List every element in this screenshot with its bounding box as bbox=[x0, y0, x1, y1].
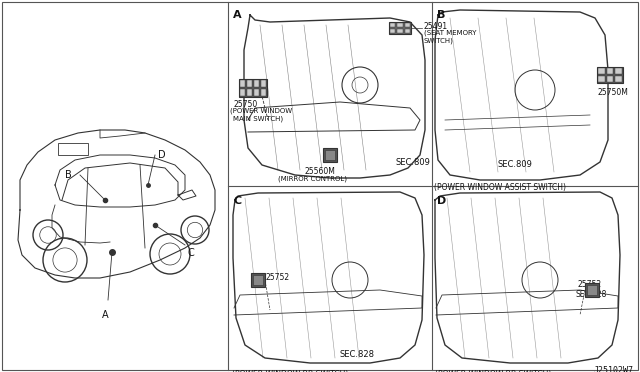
Bar bbox=[598, 68, 605, 74]
Text: 25752: 25752 bbox=[265, 273, 289, 282]
Text: J25102W7: J25102W7 bbox=[594, 366, 634, 372]
Bar bbox=[587, 285, 597, 295]
Text: D: D bbox=[437, 196, 446, 206]
Text: SEC.828: SEC.828 bbox=[340, 350, 375, 359]
Text: C: C bbox=[233, 196, 241, 206]
Bar bbox=[251, 273, 265, 287]
Text: B: B bbox=[437, 10, 445, 20]
Text: (POWER WINDOW: (POWER WINDOW bbox=[230, 108, 292, 115]
Bar bbox=[261, 89, 266, 96]
Bar bbox=[404, 23, 410, 27]
Text: (MIRROR CONTROL): (MIRROR CONTROL) bbox=[278, 175, 346, 182]
Bar bbox=[254, 89, 259, 96]
Text: (POWER WINDOW RR SWITCH): (POWER WINDOW RR SWITCH) bbox=[232, 370, 348, 372]
Bar bbox=[404, 29, 410, 33]
Text: SWITCH): SWITCH) bbox=[424, 38, 454, 45]
Text: 25752: 25752 bbox=[578, 280, 602, 289]
Bar bbox=[239, 79, 267, 97]
Bar bbox=[253, 275, 263, 285]
Bar bbox=[397, 29, 403, 33]
Bar bbox=[585, 283, 599, 297]
Bar bbox=[58, 143, 88, 155]
Bar bbox=[607, 68, 613, 74]
Text: B: B bbox=[65, 170, 72, 180]
Bar bbox=[247, 89, 252, 96]
Bar bbox=[597, 67, 623, 83]
Bar bbox=[607, 76, 613, 82]
Text: A: A bbox=[233, 10, 242, 20]
Bar bbox=[390, 29, 396, 33]
Text: SEC.809: SEC.809 bbox=[395, 158, 430, 167]
Text: (POWER WINDOW ASSIST SWITCH): (POWER WINDOW ASSIST SWITCH) bbox=[434, 183, 566, 192]
Bar bbox=[240, 89, 245, 96]
Text: 25560M: 25560M bbox=[305, 167, 335, 176]
Text: (SEAT MEMORY: (SEAT MEMORY bbox=[424, 30, 477, 36]
Bar bbox=[598, 76, 605, 82]
Text: 25750M: 25750M bbox=[597, 88, 628, 97]
Text: SEC.828: SEC.828 bbox=[575, 290, 606, 299]
Bar bbox=[254, 80, 259, 87]
Text: 25750: 25750 bbox=[234, 100, 259, 109]
Bar bbox=[323, 148, 337, 162]
Text: D: D bbox=[158, 150, 166, 160]
Bar bbox=[615, 68, 622, 74]
Bar bbox=[261, 80, 266, 87]
Bar bbox=[240, 80, 245, 87]
Bar bbox=[615, 76, 622, 82]
Bar bbox=[389, 22, 411, 34]
Bar bbox=[325, 150, 335, 160]
Bar bbox=[390, 23, 396, 27]
Bar bbox=[247, 80, 252, 87]
Text: A: A bbox=[102, 310, 108, 320]
Text: (POWER WINDOW RR SWITCH): (POWER WINDOW RR SWITCH) bbox=[435, 370, 552, 372]
Text: 25491: 25491 bbox=[424, 22, 448, 31]
Text: SEC.809: SEC.809 bbox=[498, 160, 533, 169]
Bar bbox=[397, 23, 403, 27]
Text: C: C bbox=[188, 248, 195, 258]
Text: MAIN SWITCH): MAIN SWITCH) bbox=[233, 116, 283, 122]
